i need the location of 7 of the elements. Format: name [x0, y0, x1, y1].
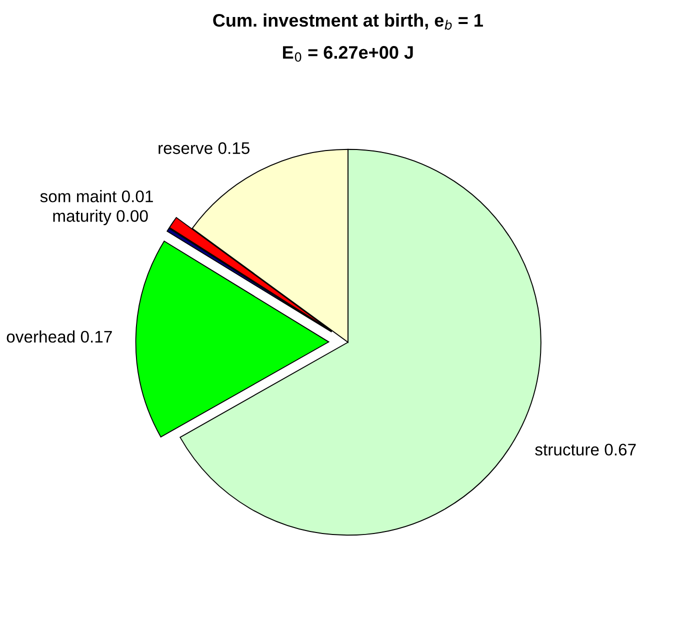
chart-subtitle: E$_{0}$ = 6.27e+00 J: [283, 46, 413, 62]
slice-label: structure 0.67: [535, 444, 636, 456]
slice-label: maturity 0.00: [53, 210, 148, 226]
slice-label: reserve 0.15: [158, 142, 250, 154]
chart-title: Cum. investment at birth, e$_{b}$ = 1: [213, 13, 483, 30]
slice-label: som maint 0.01: [40, 190, 153, 202]
slice-label: overhead 0.17: [6, 330, 112, 343]
